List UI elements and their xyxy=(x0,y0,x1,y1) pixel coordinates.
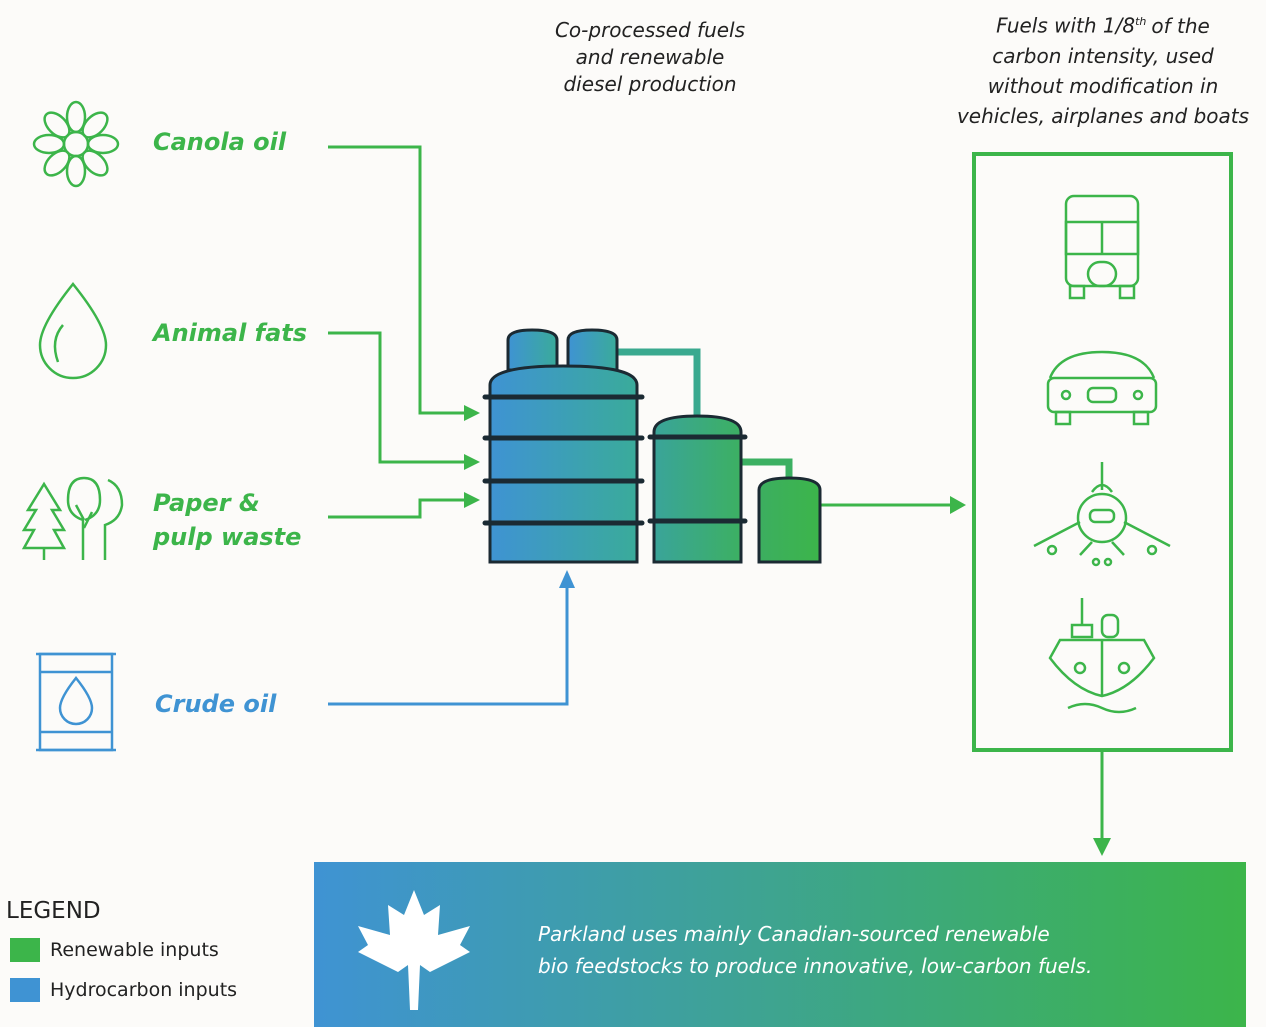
refinery xyxy=(485,330,820,562)
input-label: Animal fats xyxy=(153,316,307,350)
process-label: Co-processed fuels and renewable diesel … xyxy=(510,17,790,98)
legend-item: Renewable inputs xyxy=(50,939,219,961)
crude-line xyxy=(328,586,567,704)
text: of the xyxy=(1151,14,1209,38)
superscript: th xyxy=(1135,15,1146,28)
legend-title: LEGEND xyxy=(6,898,101,924)
diagram: Canola oil Animal fats Paper & pulp wast… xyxy=(0,0,1266,1027)
text: Fuels with 1/8 xyxy=(996,14,1135,38)
legend-swatch xyxy=(10,938,40,962)
input-label: pulp waste xyxy=(153,520,301,554)
text-line: Co-processed fuels xyxy=(510,17,790,44)
input-label: Canola oil xyxy=(153,125,286,159)
text-line: and renewable xyxy=(510,44,790,71)
output-label: Fuels with 1/8th of the carbon intensity,… xyxy=(938,7,1266,131)
barrel-icon xyxy=(36,654,116,750)
text-line: Parkland uses mainly Canadian-sourced re… xyxy=(538,918,1092,950)
input-label: Crude oil xyxy=(155,687,276,721)
text-line: without modification in xyxy=(938,71,1266,101)
legend-swatch xyxy=(10,978,40,1002)
vehicle-icons xyxy=(1034,196,1170,712)
banner-text: Parkland uses mainly Canadian-sourced re… xyxy=(538,918,1092,982)
crude-arrow xyxy=(559,570,575,588)
text-line: bio feedstocks to produce innovative, lo… xyxy=(538,950,1092,982)
legend-item: Hydrocarbon inputs xyxy=(50,979,237,1001)
input-icons xyxy=(24,102,122,560)
text-line: vehicles, airplanes and boats xyxy=(938,101,1266,131)
text-line: diesel production xyxy=(510,71,790,98)
text-line: carbon intensity, used xyxy=(938,41,1266,71)
text-line: Fuels with 1/8th of the xyxy=(938,7,1266,41)
input-label: Paper & xyxy=(153,486,260,520)
